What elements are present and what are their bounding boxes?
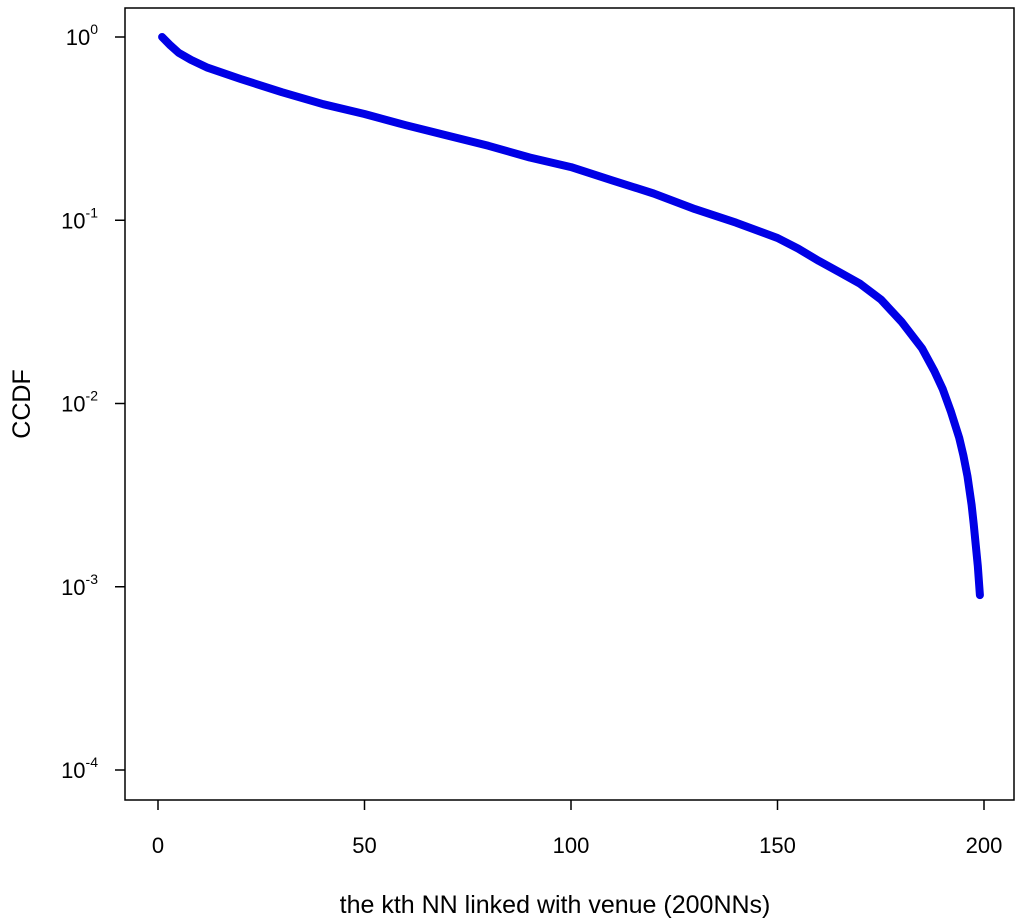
series-line-0: [158, 33, 984, 600]
x-tick-label-200: 200: [966, 833, 1003, 858]
x-tick-label-100: 100: [553, 833, 590, 858]
y-axis-label: CCDF: [8, 369, 36, 438]
y-tick-label-0: 100: [66, 21, 98, 50]
series-layer: [158, 33, 984, 600]
x-tick-label-0: 0: [152, 833, 164, 858]
x-axis: 0 50 100 150 200: [152, 800, 1002, 858]
x-tick-label-150: 150: [759, 833, 796, 858]
y-tick-label--3: 10-3: [61, 571, 98, 600]
x-axis-label: the kth NN linked with venue (200NNs): [340, 891, 771, 919]
x-tick-label-50: 50: [352, 833, 376, 858]
y-tick-label--4: 10-4: [61, 754, 98, 783]
plot-frame: [124, 7, 1015, 801]
y-tick-label--1: 10-1: [61, 204, 98, 233]
y-axis: 100 10-1 10-2 10-3 10-4: [61, 21, 125, 783]
y-tick-label--2: 10-2: [61, 388, 98, 417]
